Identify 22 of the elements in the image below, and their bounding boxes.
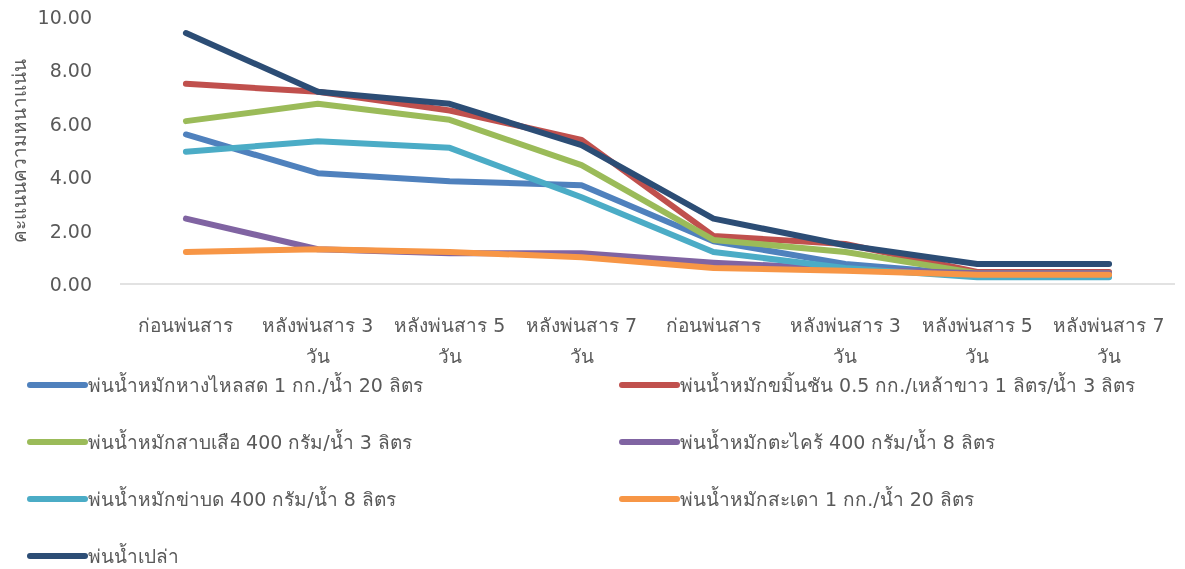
y-tick-label: 4.00 — [49, 166, 92, 189]
y-tick-label: 0.00 — [49, 273, 92, 295]
y-tick-label: 8.00 — [49, 59, 92, 82]
legend-label: พ่นน้ำหมักหางไหลสด 1 กก./น้ำ 20 ลิตร — [88, 372, 423, 396]
y-tick-label: 6.00 — [49, 112, 92, 135]
legend-label: พ่นน้ำเปล่า — [88, 543, 179, 567]
x-tick-label: หลังพ่นสาร 7 วัน — [525, 314, 638, 367]
legend-label: พ่นน้ำหมักข่าบด 400 กรัม/น้ำ 8 ลิตร — [88, 486, 396, 510]
x-tick-label: หลังพ่นสาร 3 วัน — [262, 314, 374, 367]
x-tick-label: หลังพ่นสาร 3 วัน — [789, 314, 901, 367]
x-tick-label: ก่อนพ่นสาร — [138, 314, 234, 336]
y-tick-label: 2.00 — [49, 219, 92, 242]
legend-label: พ่นน้ำหมักขมิ้นชัน 0.5 กก./เหล้าขาว 1 ลิตร/น้ำ 3 ลิตร — [680, 372, 1136, 396]
legend-label: พ่นน้ำหมักสาบเสือ 400 กรัม/น้ำ 3 ลิตร — [88, 429, 412, 453]
legend-label: พ่นน้ำหมักสะเดา 1 กก./น้ำ 20 ลิตร — [680, 486, 974, 510]
x-tick-label: หลังพ่นสาร 7 วัน — [1053, 314, 1165, 367]
y-axis-title: คะแนนความหนาแน่น — [8, 58, 30, 243]
legend-label: พ่นน้ำหมักตะไคร้ 400 กรัม/น้ำ 8 ลิตร — [680, 429, 995, 453]
x-tick-label: ก่อนพ่นสาร — [665, 314, 761, 336]
y-tick-label: 10.00 — [37, 6, 92, 28]
x-tick-label: หลังพ่นสาร 5 วัน — [921, 314, 1033, 367]
x-tick-label: หลังพ่นสาร 5 วัน — [394, 314, 506, 367]
